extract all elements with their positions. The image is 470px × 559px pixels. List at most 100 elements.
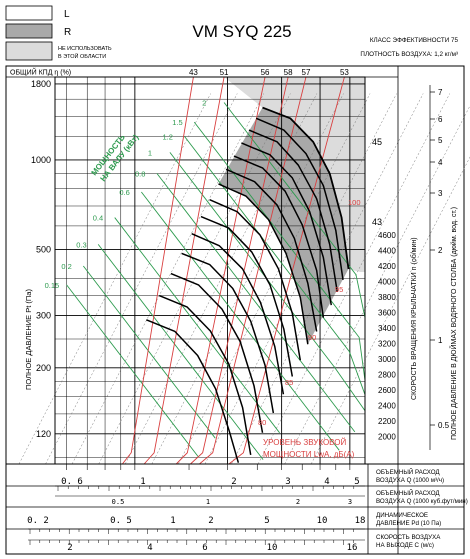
rpm-curve-3800 [233,155,325,318]
power-label: 0.3 [76,240,86,249]
power-line-0.2 [82,265,216,439]
flow-tick-0: 0. 6 [61,477,83,487]
scale1-title-b: ВОЗДУХА Q (1000 м³/ч) [376,477,444,484]
rpm-curve-2000 [146,319,240,463]
system-line [125,93,318,465]
sound-power-title-1: УРОВЕНЬ ЗВУКОВОЙ [263,438,346,447]
efficiency-line [190,76,289,465]
rpm-label: 3200 [378,340,396,349]
wg-label: 3 [438,189,443,198]
rpm-curve-2200 [158,294,252,455]
power-label: 0.6 [119,188,129,197]
legend-label-na-1: НЕ ИСПОЛЬЗОВАТЬ [58,46,112,52]
rpm-label: 2600 [378,386,396,395]
cfm-tick-0: 0.5 [112,498,125,506]
pressure-tick-label: 500 [36,244,51,254]
rpm-curve-2800 [191,232,285,395]
rpm-curve-4600 [262,106,350,270]
efficiency-line [122,76,194,465]
efficiency-label-top: 53 [340,68,349,77]
legend-label-l: L [64,9,70,20]
pressure-tick-label: 300 [36,310,51,320]
wg-label: 4 [438,158,443,167]
flow-tick-5: 5 [354,477,359,487]
pd-tick-1: 0. 5 [110,516,132,526]
rpm-curve-3200 [209,199,302,361]
pd-tick-4: 5 [264,516,269,526]
legend-swatch-na [5,41,53,61]
operating-regions [218,77,365,345]
rpm-label: 2200 [378,417,396,426]
efficiency-label-top: 56 [261,68,270,77]
air-density: ПЛОТНОСТЬ ВОЗДУХА: 1,2 кг/м³ [360,51,458,58]
efficiency-label-side: 45 [372,137,382,147]
shaft-power-lines [66,102,366,460]
not-allowed-region [224,77,365,272]
system-line [45,93,238,465]
rpm-curve-3600 [225,168,318,332]
rpm-axis-title: СКОРОСТЬ ВРАЩЕНИЯ КРЫЛЬЧАТКИ n (об/мин) [410,237,418,400]
power-line-0.6 [141,191,340,451]
pd-tick-2: 1 [170,516,175,526]
pd-tick-3: 2 [208,516,213,526]
cfm-tick-3: 3 [348,498,352,506]
rpm-label: 4400 [378,247,396,256]
scale2-title-a: ОБЪЕМНЫЙ РАСХОД [376,489,440,497]
wg-label: 2 [438,246,443,255]
pd-tick-5: 10 [317,516,328,526]
rpm-label: 2800 [378,371,396,380]
pressure-tick-label: 200 [36,363,51,373]
power-label: 0.15 [45,281,60,290]
vel-tick-0: 2 [67,543,72,553]
efficiency-label-top: 57 [302,68,311,77]
rpm-curve-2600 [181,252,275,414]
scale3-title-b: ДАВЛЕНИЕ Pd (10 Па) [376,520,441,527]
wg-label: 7 [438,88,443,97]
sound-power-title-2: МОЩНОСТИ LwA, дБ(А) [263,450,355,459]
rpm-label: 4200 [378,262,396,271]
power-line-0.4 [114,217,280,434]
system-line [310,156,470,465]
chart-title: VM SYQ 225 [192,22,291,41]
rpm-label: 3800 [378,293,396,302]
pressure-axis-title: ПОЛНОЕ ДАВЛЕНИЕ Pt (Па) [24,289,33,390]
power-line-0.15 [66,284,199,458]
rpm-curve-2400 [170,272,264,433]
vel-tick-4: 16 [347,543,358,553]
wg-label: 6 [438,115,443,124]
sound-label: 80 [258,418,266,427]
pressure-tick-label: 1800 [31,79,51,89]
legend-swatch-l [5,5,53,21]
wg-label: 5 [438,136,443,145]
cfm-tick-1: 1 [206,498,210,506]
scale3-title-a: ДИНАМИЧЕСКОЕ [376,512,428,519]
legend-label-na-2: В ЭТОЙ ОБЛАСТИ [58,52,106,60]
legend-label-r: R [64,27,71,38]
scale1-title-a: ОБЪЕМНЫЙ РАСХОД [376,468,440,476]
system-line [284,105,470,465]
rpm-curve-4400 [255,117,344,281]
power-label: 1 [148,148,152,157]
rpm-label: 4000 [378,278,396,287]
cfm-tick-2: 2 [296,498,300,506]
power-label: 1.5 [172,118,182,127]
efficiency-line [175,76,266,465]
system-line [178,93,371,465]
vel-tick-2: 6 [202,543,207,553]
vel-tick-1: 4 [147,543,152,553]
flow-tick-3: 3 [285,477,290,487]
efficiency-line [228,76,345,465]
power-line-0.8 [156,173,356,433]
sound-label: 100 [348,198,361,207]
efficiency-class: КЛАСС ЭФФЕКТИВНОСТИ 75 [370,37,459,44]
system-line [18,93,211,465]
rpm-label: 2000 [378,433,396,442]
vel-tick-3: 10 [267,543,278,553]
efficiency-line [143,76,225,465]
sound-label: 95 [335,285,343,294]
rpm-curve-4200 [248,129,339,293]
system-line [71,93,265,465]
power-label: 1.2 [162,132,172,141]
